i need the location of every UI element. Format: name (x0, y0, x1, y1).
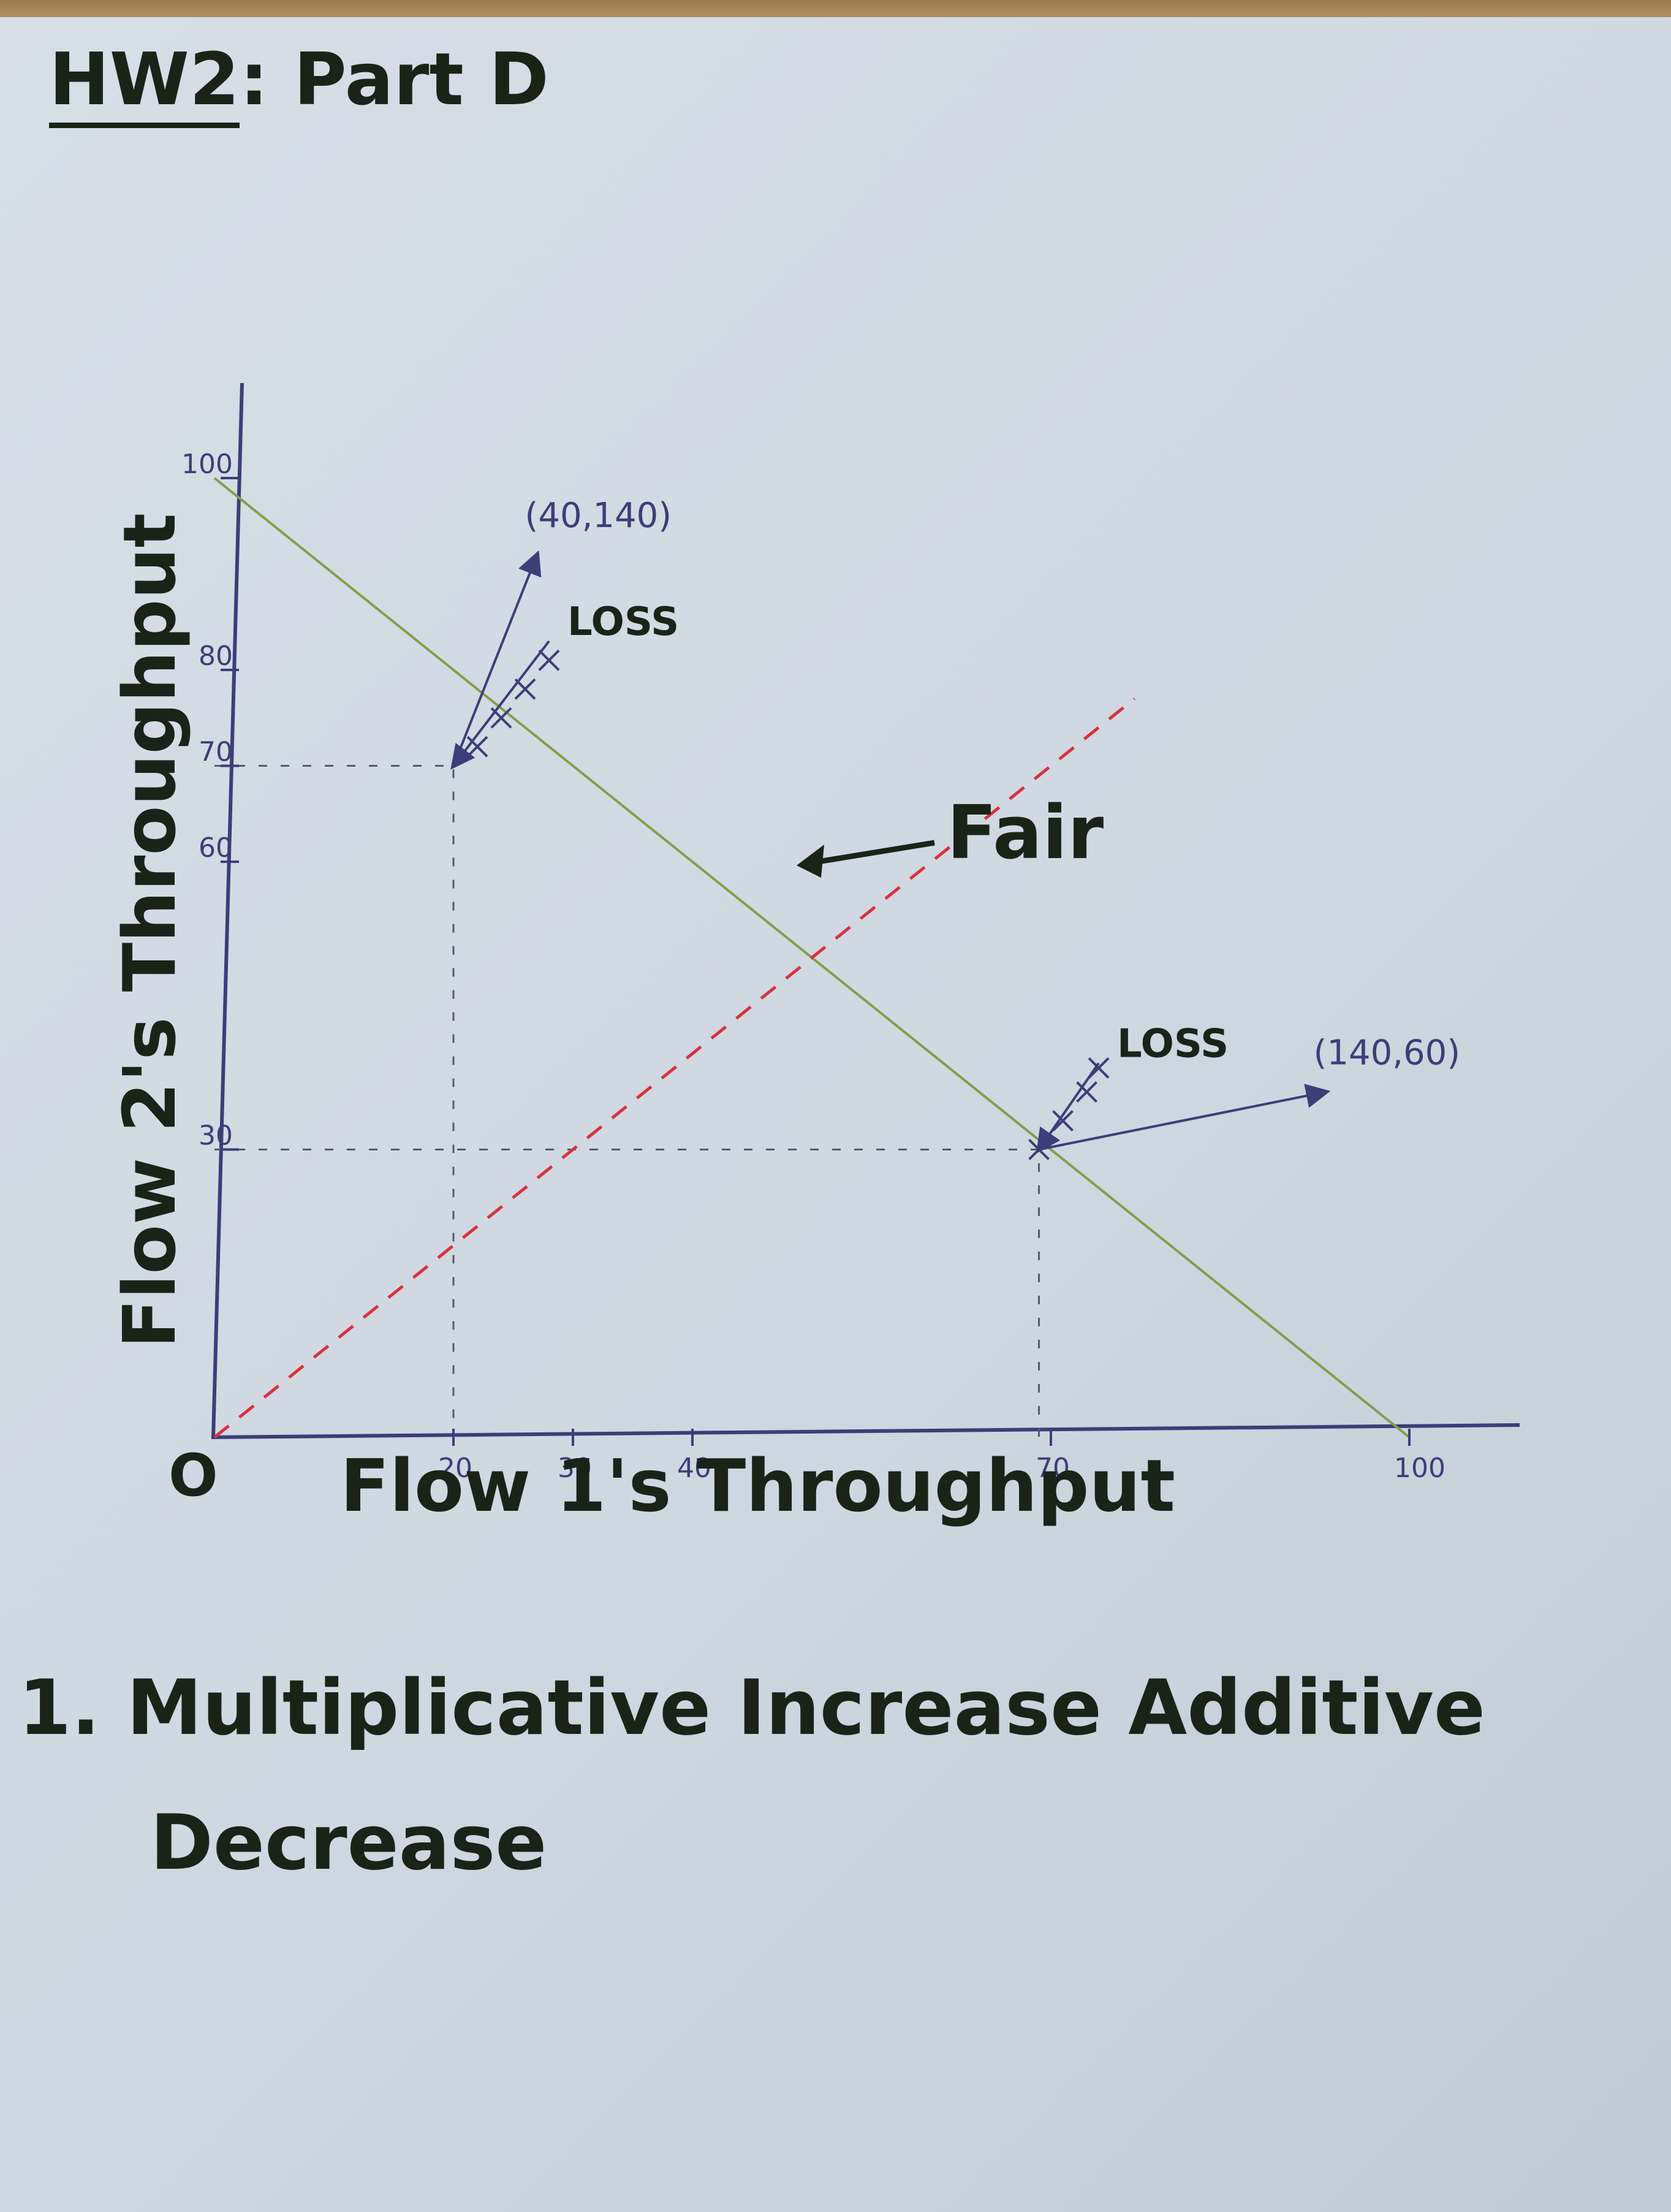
arrow-label-2: (140,60) (1314, 1033, 1461, 1073)
x-axis-title: Flow 1's Throughput (340, 1443, 1175, 1528)
fair-label: Fair (947, 791, 1104, 876)
step-marker (538, 649, 560, 671)
y-tick-label: 80 (199, 640, 233, 672)
x-tick-label: 20 (438, 1453, 472, 1484)
caption-line-1: 1. Multiplicative Increase Additive (18, 1664, 1485, 1752)
part-label: : Part D (240, 37, 549, 121)
paper-sheet (0, 17, 1671, 2212)
loss-label-2: LOSS (1117, 1022, 1229, 1067)
step-marker (490, 707, 512, 729)
guide-line-1 (214, 765, 455, 1437)
axis-ticks: 20 30 40 70 100 30 60 70 80 100 (181, 449, 1446, 1484)
origin-label: O (169, 1442, 218, 1510)
y-tick-label: 30 (199, 1120, 233, 1152)
fair-pointer-arrow (802, 840, 935, 867)
increase-arrow-2 (1039, 1084, 1331, 1151)
y-axis-title: Flow 2's Throughput (107, 513, 192, 1348)
fair-pointer-arrowhead (797, 845, 824, 878)
homework-label: HW2 (49, 37, 240, 128)
step-marker (466, 735, 488, 758)
y-tick-label: 70 (199, 737, 233, 768)
arrow-label-1: (40,140) (525, 496, 672, 536)
x-tick-label: 70 (1036, 1453, 1070, 1484)
x-tick-label: 40 (677, 1453, 711, 1484)
guide-line-2 (214, 1149, 1040, 1437)
x-tick-label: 100 (1394, 1453, 1446, 1484)
y-axis (211, 382, 244, 1438)
step-marker (1052, 1110, 1074, 1131)
trajectories: LOSS (40,140) LOSS (140,60) (450, 496, 1461, 1160)
x-tick-label: 30 (558, 1453, 592, 1484)
x-axis (211, 1423, 1520, 1439)
y-tick-label: 60 (199, 832, 233, 864)
page-title: HW2: Part D (49, 37, 549, 128)
decrease-path-1 (450, 640, 550, 770)
fair-line (213, 697, 1136, 1439)
fair-line-group (213, 697, 1136, 1439)
y-tick-label: 100 (181, 449, 233, 480)
step-marker (1076, 1081, 1097, 1103)
loss-label-1: LOSS (567, 599, 679, 645)
step-marker (514, 678, 536, 700)
increase-arrow-1 (452, 550, 542, 767)
caption-line-2: Decrease (150, 1799, 547, 1887)
step-marker (1088, 1057, 1110, 1079)
